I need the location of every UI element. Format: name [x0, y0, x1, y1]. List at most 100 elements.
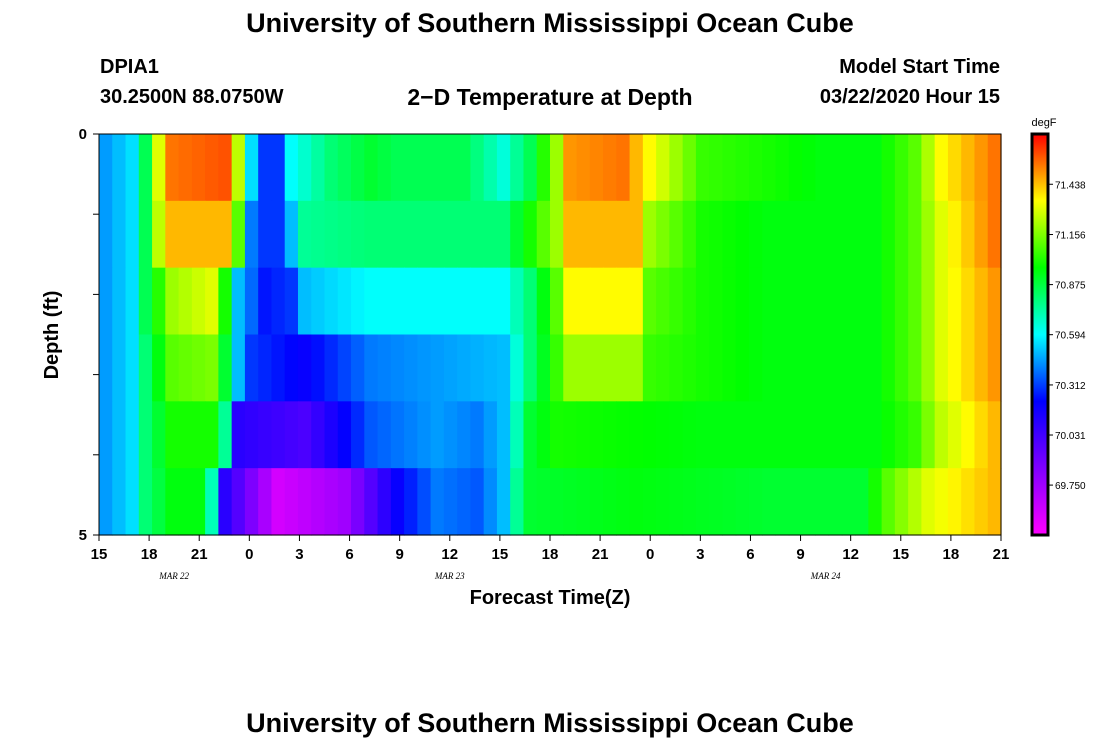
heatmap-cell	[496, 200, 511, 269]
heatmap-cell	[947, 468, 962, 536]
heatmap-cell	[881, 334, 896, 402]
heatmap-cell	[364, 267, 379, 336]
heatmap-cell	[457, 134, 472, 202]
heatmap-cell	[748, 468, 763, 536]
heatmap-cell	[589, 267, 604, 336]
date-label: MAR 23	[434, 571, 465, 581]
heatmap-cell	[165, 200, 180, 269]
heatmap-cell	[748, 267, 763, 336]
heatmap-cell	[523, 134, 538, 202]
heatmap-cell	[589, 334, 604, 402]
heatmap-cell	[828, 334, 843, 402]
heatmap-cell	[258, 134, 273, 202]
heatmap-cell	[152, 468, 166, 536]
heatmap-cell	[324, 134, 339, 202]
heatmap-cell	[589, 468, 604, 536]
heatmap-cell	[311, 401, 326, 469]
heatmap-cell	[921, 401, 936, 469]
heatmap-cell	[112, 401, 127, 469]
heatmap-cell	[735, 334, 750, 402]
heatmap-cell	[417, 134, 432, 202]
heatmap-cell	[868, 401, 883, 469]
heatmap-cell	[470, 401, 485, 469]
heatmap-cell	[788, 401, 803, 469]
heatmap-cell	[523, 267, 538, 336]
heatmap-cell	[881, 468, 896, 536]
heatmap-cell	[178, 334, 193, 402]
heatmap-cell	[138, 134, 153, 202]
heatmap-cell	[178, 468, 193, 536]
heatmap-cell	[430, 334, 445, 402]
heatmap-cell	[709, 134, 724, 202]
heatmap-cell	[284, 468, 299, 536]
heatmap-cell	[961, 267, 976, 336]
heatmap-cell	[138, 200, 153, 269]
heatmap-cell	[921, 267, 936, 336]
heatmap-cell	[138, 334, 153, 402]
heatmap-cell	[894, 200, 909, 269]
heatmap-cell	[695, 267, 710, 336]
heatmap-cell	[947, 200, 962, 269]
x-tick-label: 15	[492, 546, 509, 563]
heatmap-cell	[523, 334, 538, 402]
heatmap-cell	[470, 200, 485, 269]
x-tick-label: 6	[746, 546, 754, 563]
heatmap-cell	[244, 334, 259, 402]
heatmap-cell	[868, 468, 883, 536]
heatmap-cell	[908, 334, 923, 402]
heatmap-cell	[430, 200, 445, 269]
heatmap-cell	[722, 200, 737, 269]
heatmap-cell	[165, 401, 180, 469]
heatmap-cell	[722, 401, 737, 469]
x-tick-label: 0	[646, 546, 654, 563]
heatmap-cell	[603, 468, 617, 536]
heatmap-cell	[709, 334, 724, 402]
heatmap-cell	[855, 401, 869, 469]
heatmap-cell	[762, 468, 777, 536]
heatmap-cell	[775, 334, 790, 402]
heatmap-cell	[550, 134, 564, 202]
heatmap-cell	[417, 401, 432, 469]
heatmap-cell	[178, 200, 193, 269]
heatmap-cell	[470, 334, 485, 402]
heatmap-cell	[841, 334, 856, 402]
heatmap-cell	[483, 200, 498, 269]
heatmap-cell	[987, 401, 1002, 469]
heatmap-cell	[99, 334, 113, 402]
heatmap-cell	[483, 401, 498, 469]
x-tick-label: 21	[592, 546, 609, 563]
heatmap-cell	[589, 401, 604, 469]
heatmap-cell	[377, 134, 392, 202]
heatmap-cell	[788, 468, 803, 536]
heatmap-cell	[510, 334, 525, 402]
heatmap-cell	[457, 401, 472, 469]
x-tick-label: 18	[943, 546, 960, 563]
page-title: University of Southern Mississippi Ocean…	[246, 8, 854, 38]
heatmap-cell	[987, 267, 1002, 336]
heatmap-cell	[908, 468, 923, 536]
heatmap-cell	[762, 267, 777, 336]
heatmap-cell	[483, 334, 498, 402]
heatmap-cell	[656, 334, 670, 402]
heatmap-cell	[974, 334, 989, 402]
heatmap-cell	[165, 334, 180, 402]
heatmap-cell	[934, 200, 949, 269]
heatmap-cell	[165, 267, 180, 336]
heatmap-cell	[987, 334, 1002, 402]
heatmap-cell	[311, 334, 326, 402]
heatmap-cell	[112, 200, 127, 269]
heatmap-cell	[974, 200, 989, 269]
heatmap-cell	[841, 200, 856, 269]
heatmap-cell	[218, 134, 233, 202]
heatmap-cell	[351, 334, 365, 402]
heatmap-cell	[908, 267, 923, 336]
heatmap-cell	[815, 200, 830, 269]
heatmap-cell	[642, 468, 657, 536]
heatmap-cell	[881, 401, 896, 469]
heatmap-cell	[788, 200, 803, 269]
heatmap-cell	[828, 401, 843, 469]
heatmap-cell	[404, 200, 418, 269]
x-axis-label: Forecast Time(Z)	[470, 587, 631, 609]
heatmap-cell	[244, 468, 259, 536]
heatmap-cell	[815, 401, 830, 469]
